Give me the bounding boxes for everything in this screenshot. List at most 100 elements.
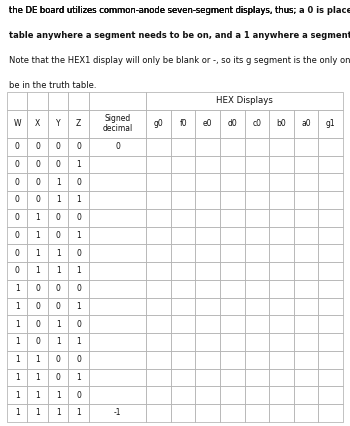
Text: 0: 0 [76,320,81,328]
Text: 1: 1 [56,320,61,328]
Bar [220,244,245,262]
Bar [89,386,146,404]
Text: 1: 1 [35,373,40,382]
Bar [171,173,196,191]
Bar [318,315,343,333]
Text: -1: -1 [114,409,121,417]
Bar [269,110,294,138]
Bar [245,110,269,138]
Bar [269,191,294,209]
Bar [269,297,294,315]
Bar [7,244,28,262]
Bar [48,138,69,155]
Bar [245,262,269,280]
Bar [245,138,269,155]
Bar [28,138,48,155]
Bar [171,386,196,404]
Bar [269,333,294,351]
Bar [245,315,269,333]
Bar [294,297,318,315]
Bar [28,351,48,368]
Bar [69,297,89,315]
Bar [28,262,48,280]
Bar [89,191,146,209]
Text: 1: 1 [56,391,61,400]
Text: 0: 0 [35,284,40,293]
Bar [69,351,89,368]
Bar [28,368,48,386]
Bar [48,386,69,404]
Text: X: X [35,119,40,128]
Bar [89,333,146,351]
Bar [7,351,28,368]
Bar [196,110,220,138]
Bar [28,155,48,173]
Bar [220,368,245,386]
Text: 0: 0 [56,231,61,240]
Text: 1: 1 [76,196,81,204]
Bar [48,92,69,110]
Bar [89,280,146,297]
Bar [28,333,48,351]
Bar [69,386,89,404]
Text: 0: 0 [15,266,20,275]
Bar [196,173,220,191]
Bar [48,280,69,297]
Bar [171,280,196,297]
Text: 0: 0 [56,284,61,293]
Text: 0: 0 [56,142,61,151]
Bar [28,297,48,315]
Text: 1: 1 [15,355,20,364]
Bar [318,386,343,404]
Bar [269,138,294,155]
Bar [69,368,89,386]
Bar [269,386,294,404]
Bar [318,244,343,262]
Bar [318,368,343,386]
Bar [269,368,294,386]
Bar [196,315,220,333]
Bar [89,110,146,138]
Bar [171,244,196,262]
Bar [318,404,343,422]
Bar [48,227,69,244]
Bar [146,209,171,227]
Text: 1: 1 [56,196,61,204]
Text: 1: 1 [76,231,81,240]
Bar [171,297,196,315]
Bar [48,368,69,386]
Bar [146,315,171,333]
Bar [7,191,28,209]
Bar [146,92,343,110]
Text: 0: 0 [35,320,40,328]
Bar [7,368,28,386]
Text: 1: 1 [35,231,40,240]
Bar [69,110,89,138]
Text: 1: 1 [35,355,40,364]
Bar [245,351,269,368]
Bar [89,351,146,368]
Bar [245,191,269,209]
Bar [69,227,89,244]
Bar [28,244,48,262]
Bar [171,191,196,209]
Bar [294,227,318,244]
Text: 1: 1 [15,337,20,346]
Bar [7,227,28,244]
Bar [196,209,220,227]
Bar [7,297,28,315]
Text: 1: 1 [15,409,20,417]
Bar [146,333,171,351]
Text: 0: 0 [76,355,81,364]
Text: 0: 0 [15,249,20,258]
Bar [318,173,343,191]
Bar [318,191,343,209]
Bar [196,280,220,297]
Bar [220,280,245,297]
Text: 0: 0 [15,178,20,187]
Text: 0: 0 [76,178,81,187]
Bar [220,138,245,155]
Text: e0: e0 [203,119,212,128]
Text: 0: 0 [15,160,20,169]
Bar [146,404,171,422]
